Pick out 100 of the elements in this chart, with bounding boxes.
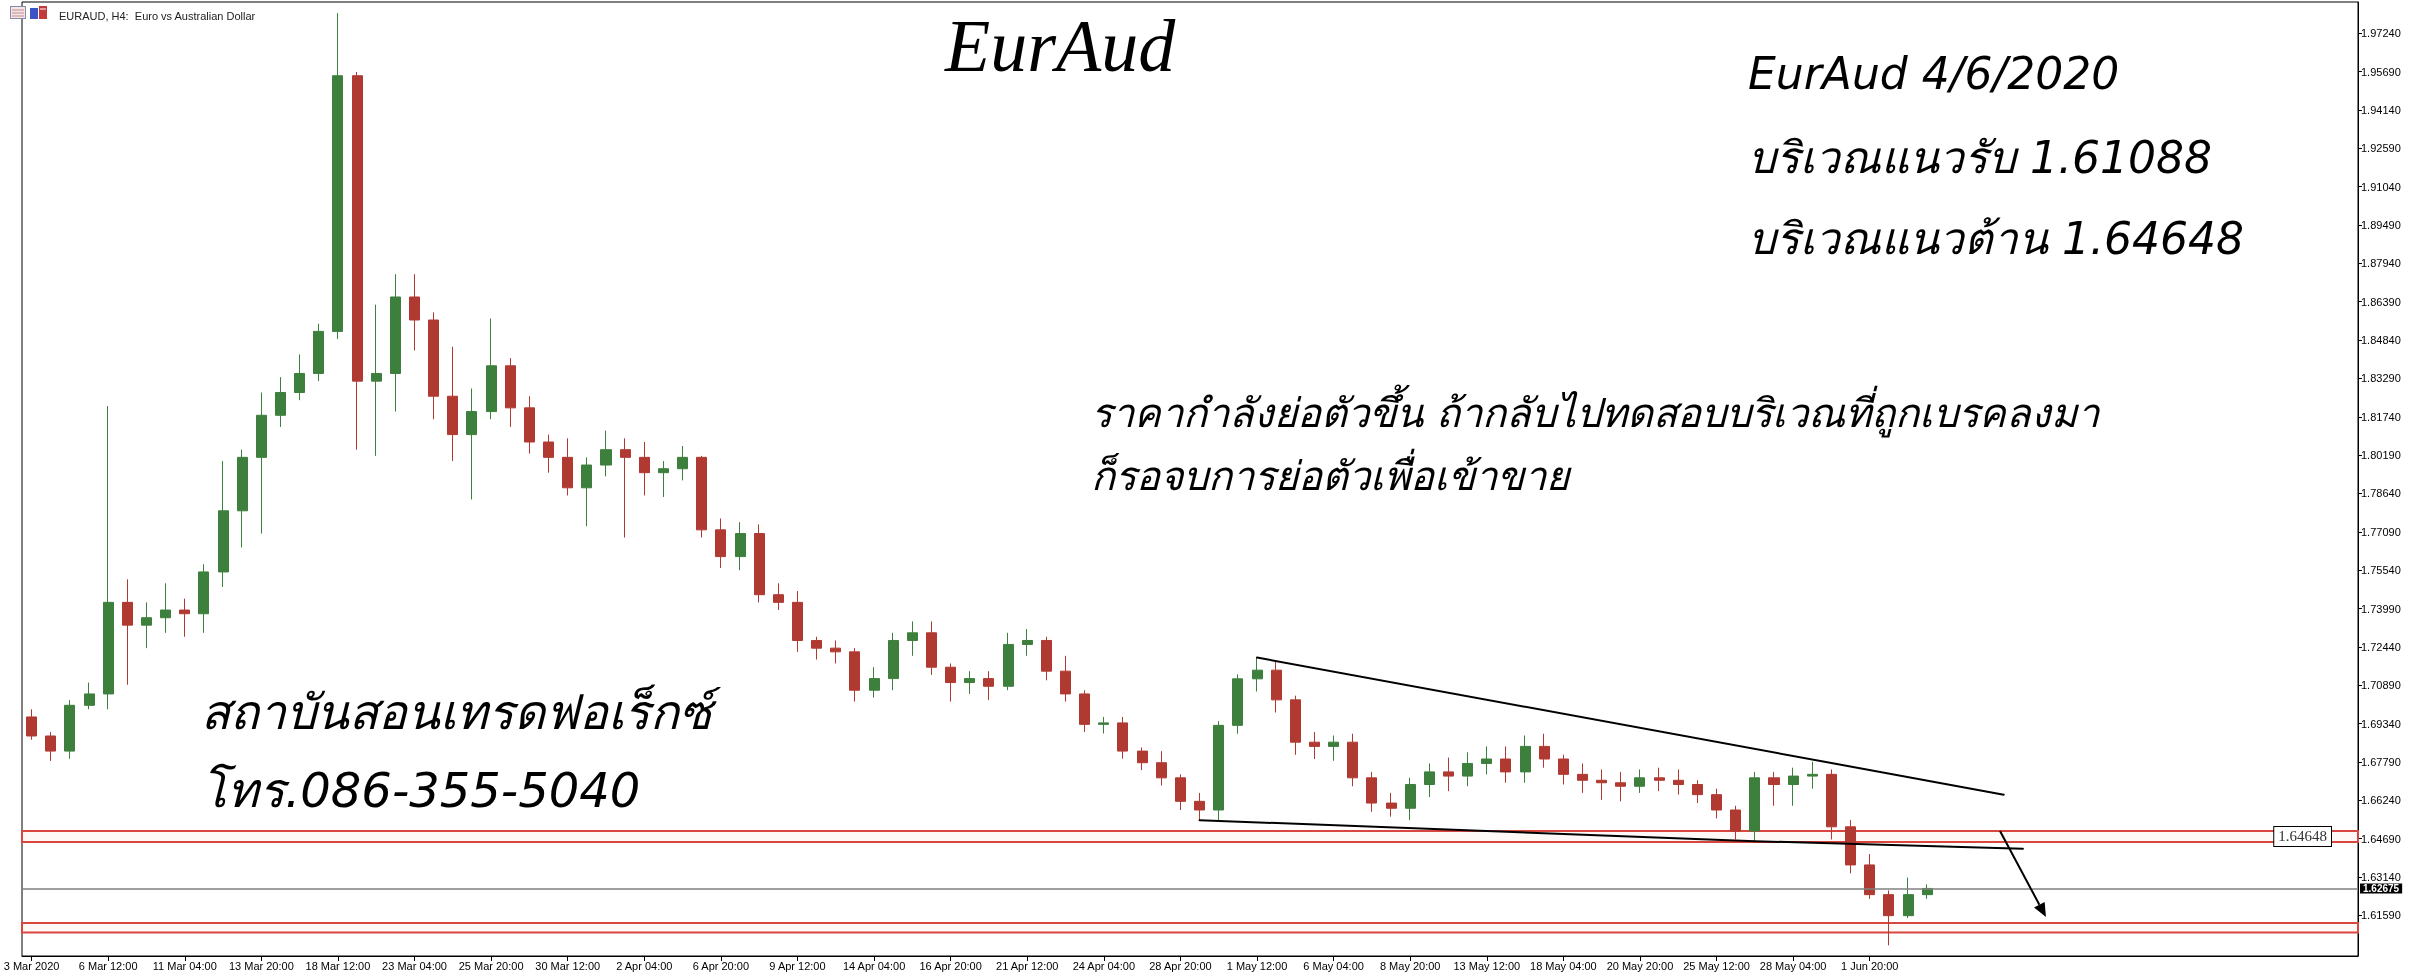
x-tick-label: 13 May 12:00	[1453, 959, 1521, 972]
candlestick	[1386, 792, 1397, 818]
x-tick-label: 1 May 12:00	[1226, 959, 1288, 972]
text: EURAUD, H4: Euro vs Australian Dollar	[59, 9, 256, 22]
candlestick	[1481, 745, 1492, 775]
x-tick-label: 1 Jun 20:00	[1840, 959, 1899, 972]
y-tick-label: 1.67790	[2361, 755, 2401, 768]
candlestick	[409, 273, 420, 351]
candlestick	[1424, 762, 1435, 798]
annotation: สถาบันสอนเทรดฟอเร็กซ์	[201, 684, 721, 740]
candlestick	[1117, 716, 1128, 760]
candlestick	[1041, 636, 1052, 681]
y-tick-label: 1.86390	[2361, 295, 2401, 308]
candlestick	[1692, 779, 1703, 804]
x-tick-label: 6 Apr 20:00	[692, 959, 750, 972]
y-tick-label: 1.66240	[2361, 794, 2401, 807]
x-tick-label: 6 May 04:00	[1303, 959, 1364, 972]
candlestick	[1347, 733, 1358, 787]
candlestick	[45, 731, 56, 762]
candlestick	[505, 357, 516, 428]
y-tick-label: 1.63140	[2361, 871, 2401, 884]
candlestick	[1577, 762, 1588, 794]
candlestick	[754, 523, 765, 603]
x-tick-label: 13 Mar 20:00	[228, 959, 294, 972]
candlestick	[888, 632, 899, 691]
x-tick-label: 28 Apr 20:00	[1149, 959, 1212, 972]
candlestick	[198, 563, 209, 634]
candlestick	[466, 388, 477, 500]
candlestick	[218, 460, 229, 588]
candlestick	[1194, 792, 1205, 822]
y-tick-label: 1.72440	[2361, 640, 2401, 653]
y-tick-label: 1.83290	[2361, 372, 2401, 385]
y-tick-label: 1.64690	[2361, 832, 2401, 845]
candlestick	[1673, 768, 1684, 796]
candlestick	[1309, 731, 1320, 760]
y-tick-label: 1.89490	[2361, 218, 2401, 231]
candlestick	[907, 620, 918, 657]
x-tick-label: 21 Apr 12:00	[996, 959, 1059, 972]
candlestick	[562, 437, 573, 496]
candlestick	[1749, 771, 1760, 843]
y-tick-label: 1.69340	[2361, 717, 2401, 730]
y-tick-label: 1.81740	[2361, 410, 2401, 423]
candlestick	[1156, 750, 1167, 786]
y-tick-label: 1.80190	[2361, 449, 2401, 462]
candlestick	[811, 636, 822, 661]
candlestick	[1137, 746, 1148, 771]
candlestick	[1730, 805, 1741, 840]
y-tick-label: 1.70890	[2361, 679, 2401, 692]
y-tick-label: 1.94140	[2361, 103, 2401, 116]
x-tick-label: 16 Apr 20:00	[919, 959, 982, 972]
candlestick	[275, 376, 286, 428]
candlestick	[84, 682, 95, 710]
candlestick	[1654, 767, 1665, 792]
x-tick-label: 24 Apr 04:00	[1072, 959, 1136, 972]
x-tick-label: 14 Apr 04:00	[842, 959, 906, 972]
candlestick	[64, 699, 75, 760]
x-tick-label: 30 Mar 12:00	[535, 959, 601, 972]
candlestick	[294, 353, 305, 401]
candlestick	[1271, 661, 1282, 713]
candlestick	[428, 311, 439, 420]
candlestick	[352, 71, 363, 451]
candlestick	[1558, 754, 1569, 785]
candlestick	[1768, 771, 1780, 807]
candlestick	[1883, 889, 1894, 946]
candlestick	[1232, 673, 1243, 735]
candlestick	[1539, 733, 1550, 769]
candlestick	[103, 405, 114, 710]
y-tick-label: 1.91040	[2361, 180, 2401, 193]
y-tick-label: 1.78640	[2361, 487, 2401, 500]
ref-line-label: 1.62675	[2363, 883, 2400, 895]
candlestick	[581, 456, 592, 527]
candlestick	[964, 670, 975, 695]
candlestick	[983, 670, 994, 701]
candlestick	[1788, 767, 1799, 807]
candlestick	[620, 437, 631, 539]
band-label: 1.64648	[2278, 828, 2327, 845]
candlestick	[792, 590, 803, 653]
y-tick-label: 1.73990	[2361, 602, 2401, 615]
candlestick	[830, 639, 841, 664]
x-tick-label: 28 May 04:00	[1759, 959, 1827, 972]
candlestick	[1807, 761, 1818, 790]
candlestick	[849, 647, 860, 703]
candlestick	[639, 441, 650, 496]
y-tick-label: 1.95690	[2361, 65, 2401, 78]
candlestick	[1328, 735, 1339, 762]
candlestick	[1405, 777, 1416, 821]
x-tick-label: 11 Mar 04:00	[152, 959, 217, 972]
candlestick	[1634, 768, 1645, 794]
x-tick-label: 25 May 12:00	[1683, 959, 1750, 972]
candlestick	[600, 430, 612, 477]
candlestick	[122, 578, 133, 686]
candlestick	[486, 318, 497, 420]
candlestick	[1864, 853, 1875, 900]
candlestick	[1175, 773, 1186, 811]
annotation: EurAud 4/6/2020	[1748, 47, 2120, 99]
candlestick	[1213, 720, 1224, 821]
candlestick	[1596, 768, 1607, 801]
candlestick	[926, 620, 937, 676]
candlestick	[1098, 716, 1109, 735]
candlestick	[1003, 632, 1014, 691]
